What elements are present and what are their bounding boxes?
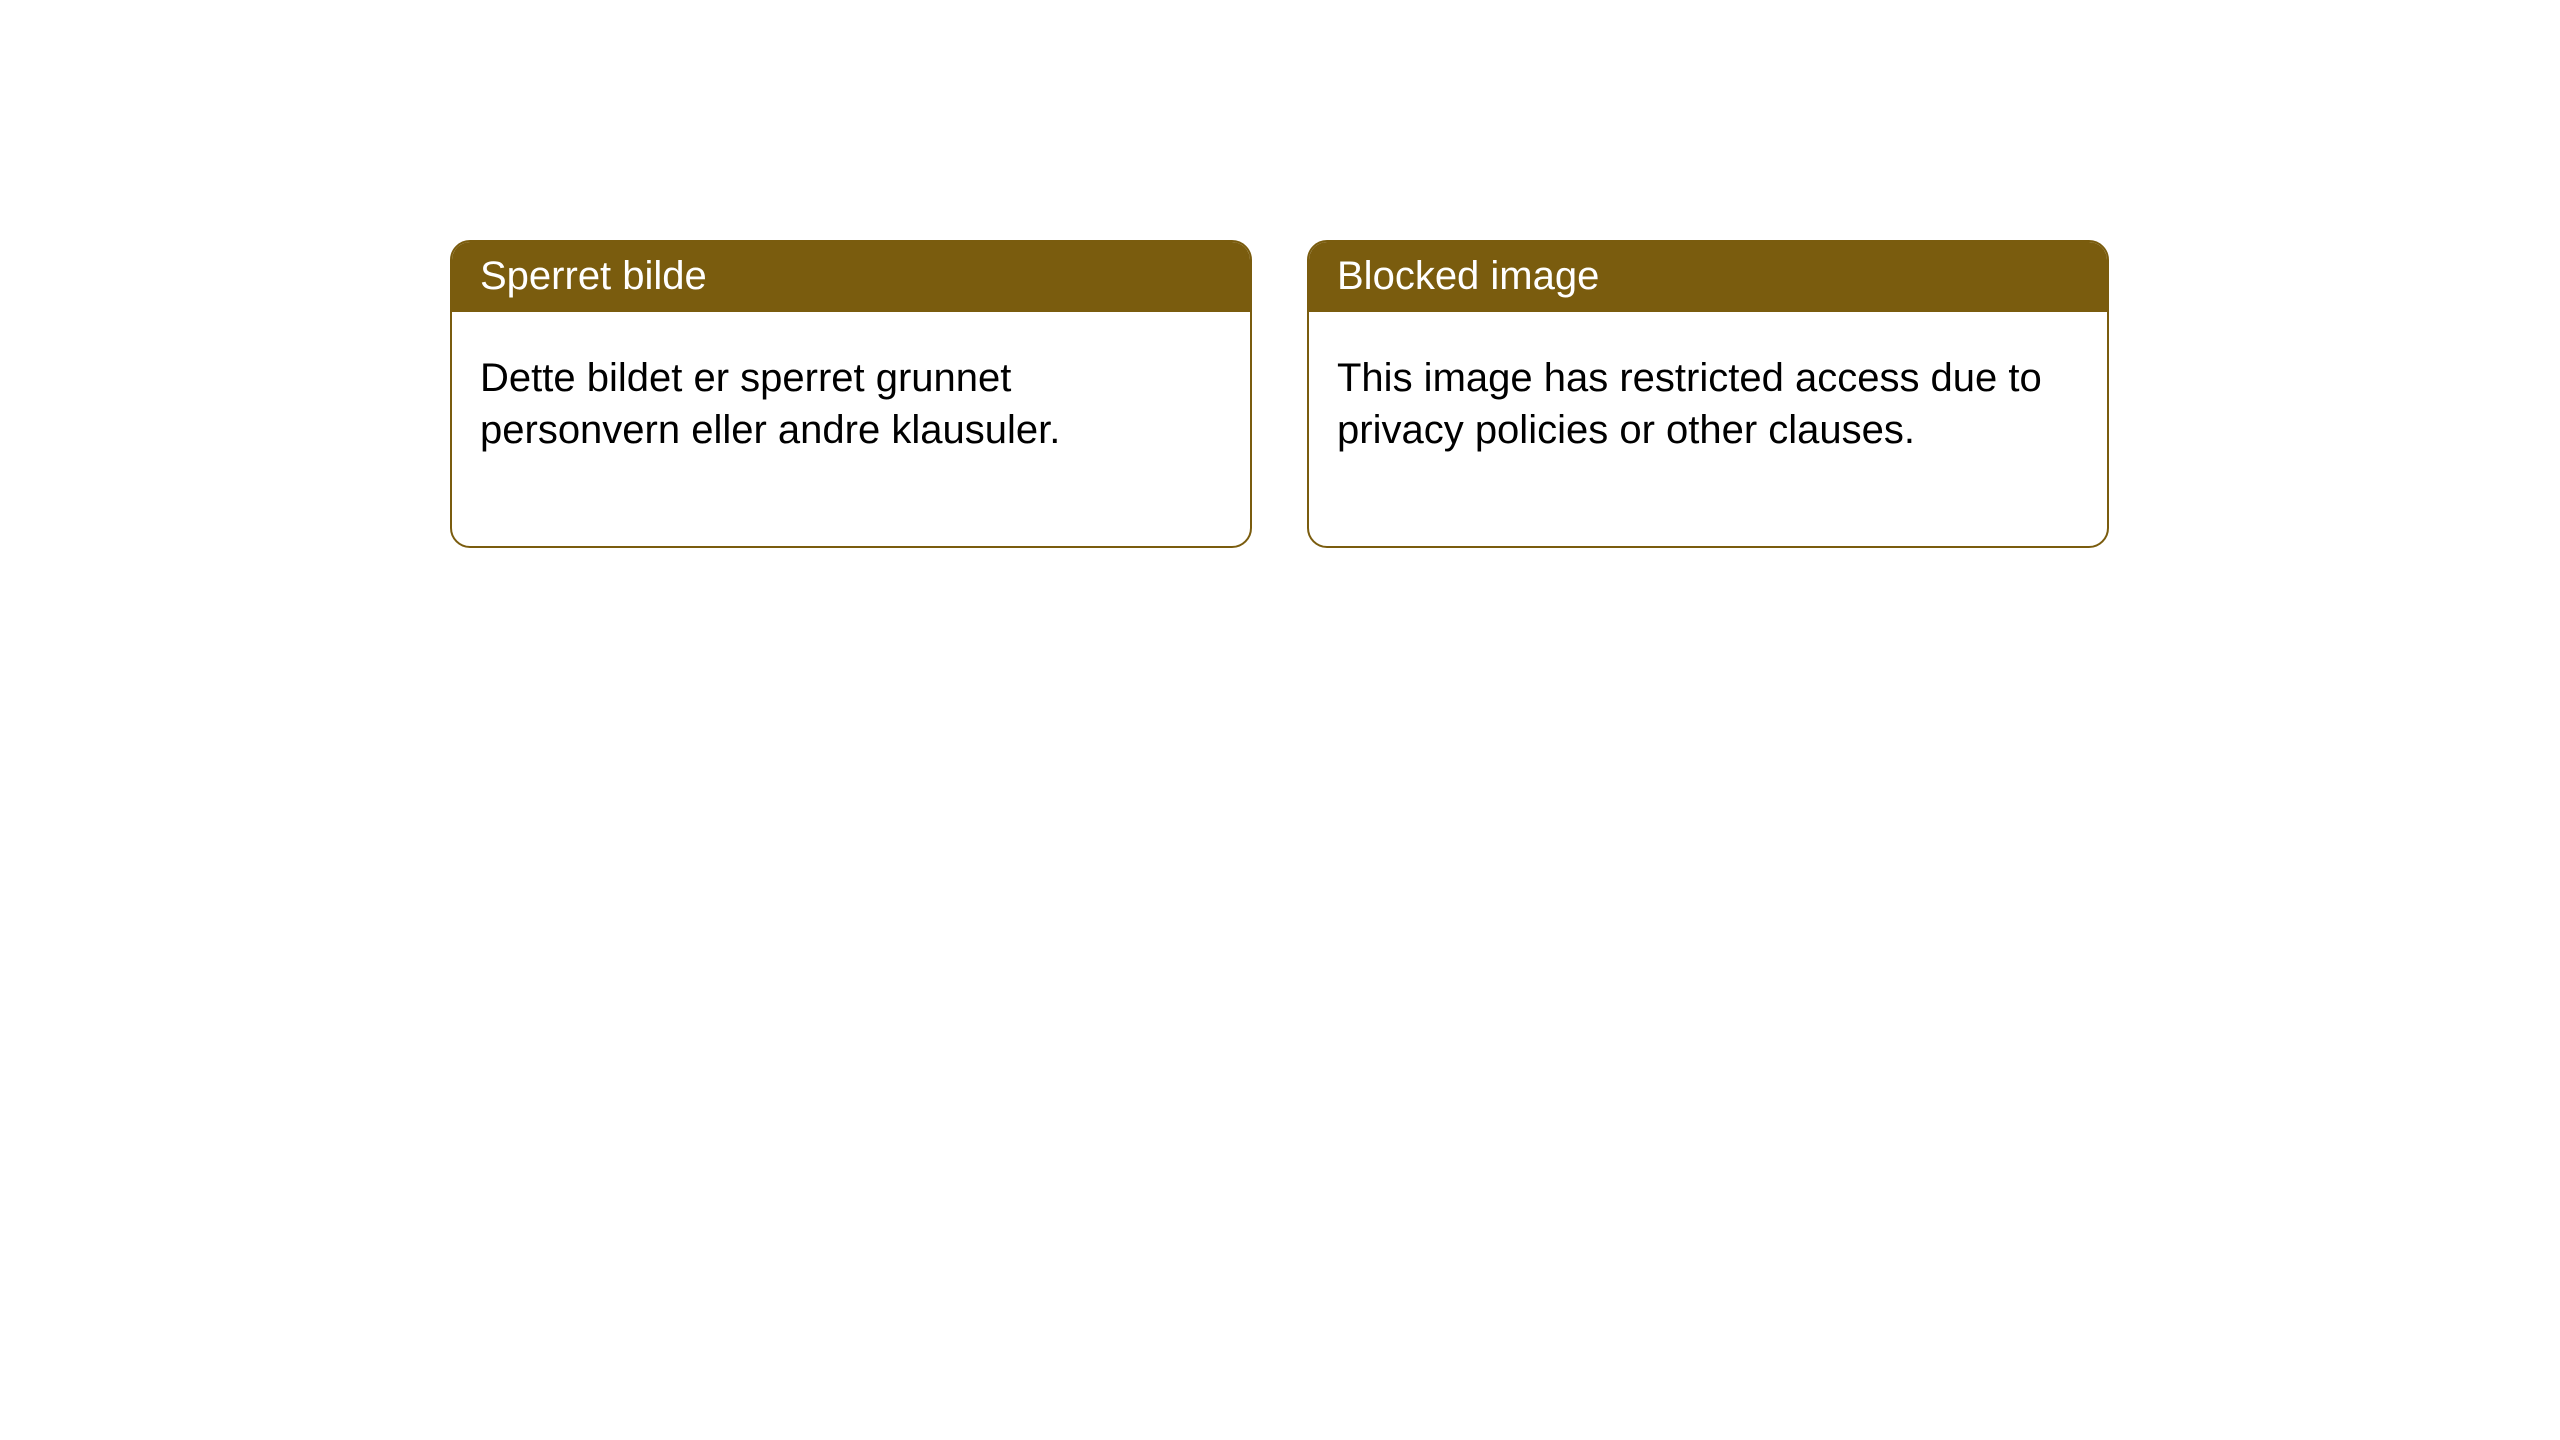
notice-container: Sperret bilde Dette bildet er sperret gr… xyxy=(450,240,2109,548)
notice-body-text: Dette bildet er sperret grunnet personve… xyxy=(480,356,1060,452)
notice-body: This image has restricted access due to … xyxy=(1309,312,2107,546)
notice-body: Dette bildet er sperret grunnet personve… xyxy=(452,312,1250,546)
notice-card-english: Blocked image This image has restricted … xyxy=(1307,240,2109,548)
notice-title: Blocked image xyxy=(1337,254,1599,298)
notice-header: Sperret bilde xyxy=(452,242,1250,312)
notice-header: Blocked image xyxy=(1309,242,2107,312)
notice-title: Sperret bilde xyxy=(480,254,707,298)
notice-card-norwegian: Sperret bilde Dette bildet er sperret gr… xyxy=(450,240,1252,548)
notice-body-text: This image has restricted access due to … xyxy=(1337,356,2042,452)
